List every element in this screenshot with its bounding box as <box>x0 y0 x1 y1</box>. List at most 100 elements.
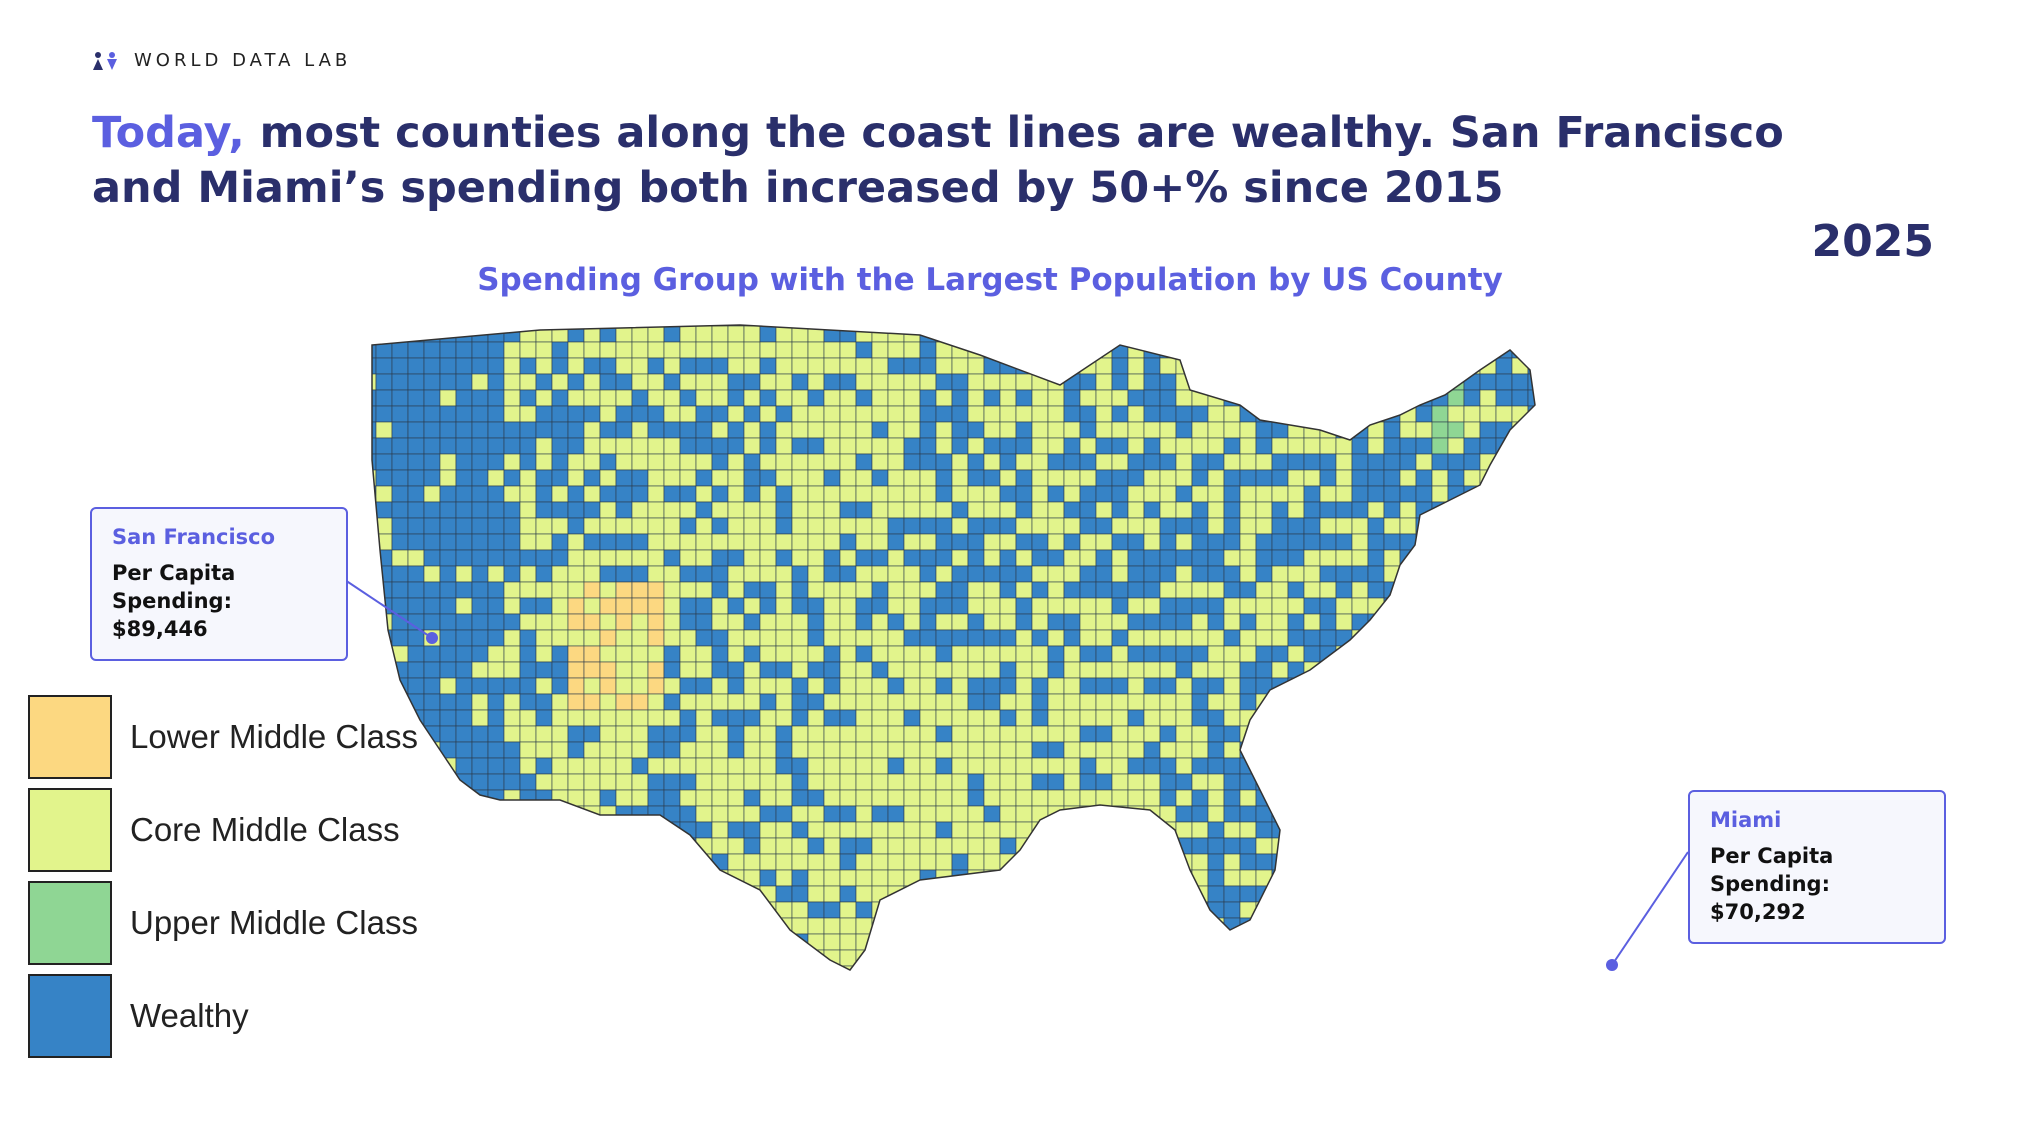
county-cell <box>1159 789 1177 807</box>
county-cell <box>1287 357 1305 375</box>
county-cell <box>1527 661 1535 679</box>
county-cell <box>471 901 489 919</box>
county-cell <box>455 709 473 727</box>
county-cell <box>567 629 585 647</box>
county-cell <box>1383 453 1401 471</box>
county-cell <box>1031 789 1049 807</box>
county-cell <box>631 501 649 519</box>
county-cell <box>967 501 985 519</box>
county-cell <box>599 565 617 583</box>
county-cell <box>743 629 761 647</box>
county-cell <box>583 421 601 439</box>
county-cell <box>1255 501 1273 519</box>
county-cell <box>1495 725 1513 743</box>
county-cell <box>631 629 649 647</box>
county-cell <box>791 757 809 775</box>
county-cell <box>1304 982 1320 998</box>
county-cell <box>455 629 473 647</box>
county-cell <box>375 325 393 343</box>
county-cell <box>695 949 713 967</box>
county-cell <box>1191 629 1209 647</box>
county-cell <box>1063 949 1081 967</box>
county-cell <box>1127 325 1145 343</box>
county-cell <box>983 677 1001 695</box>
county-cell <box>1255 885 1273 903</box>
county-cell <box>1383 949 1401 967</box>
county-cell <box>1159 565 1177 583</box>
county-cell <box>1511 773 1529 791</box>
county-cell <box>407 453 425 471</box>
county-cell <box>1191 837 1209 855</box>
county-cell <box>1015 325 1033 327</box>
county-cell <box>1415 821 1433 839</box>
county-cell <box>855 629 873 647</box>
county-cell <box>791 885 809 903</box>
county-cell <box>583 517 601 535</box>
county-cell <box>1367 965 1385 970</box>
county-cell <box>487 725 505 743</box>
county-cell <box>983 933 1001 951</box>
county-cell <box>727 469 745 487</box>
county-cell <box>839 373 857 391</box>
county-cell <box>1095 437 1113 455</box>
county-cell <box>1367 869 1385 887</box>
county-cell <box>1143 373 1161 391</box>
county-cell <box>1415 421 1433 439</box>
county-cell <box>599 437 617 455</box>
county-cell <box>519 437 537 455</box>
county-cell <box>535 341 553 359</box>
county-cell <box>567 757 585 775</box>
county-cell <box>855 693 873 711</box>
county-cell <box>711 357 729 375</box>
county-cell <box>839 549 857 567</box>
county-cell <box>1207 325 1225 327</box>
county-cell <box>967 469 985 487</box>
county-cell <box>503 357 521 375</box>
county-cell <box>599 629 617 647</box>
county-cell <box>791 917 809 935</box>
county-cell <box>823 549 841 567</box>
county-cell <box>823 677 841 695</box>
county-cell <box>519 629 537 647</box>
county-cell <box>935 709 953 727</box>
county-cell <box>984 998 1000 1014</box>
county-cell <box>1511 469 1529 487</box>
county-cell <box>903 485 921 503</box>
county-cell <box>919 885 937 903</box>
county-cell <box>951 421 969 439</box>
county-cell <box>887 901 905 919</box>
county-cell <box>823 789 841 807</box>
county-cell <box>599 693 617 711</box>
county-cell <box>1255 837 1273 855</box>
county-cell <box>599 821 617 839</box>
county-cell <box>1495 837 1513 855</box>
callout-city: Miami <box>1710 808 1782 832</box>
county-cell <box>663 389 681 407</box>
county-cell <box>759 565 777 583</box>
county-cell <box>503 949 521 967</box>
county-cell <box>1159 325 1177 327</box>
county-cell <box>1223 405 1241 423</box>
county-cell <box>983 629 1001 647</box>
county-cell <box>1351 629 1369 647</box>
county-cell <box>1191 565 1209 583</box>
county-cell <box>1079 709 1097 727</box>
county-cell <box>471 949 489 967</box>
county-cell <box>1191 613 1209 631</box>
county-cell <box>567 661 585 679</box>
county-cell <box>1095 405 1113 423</box>
county-cell <box>1287 453 1305 471</box>
county-cell <box>983 725 1001 743</box>
county-cell <box>1239 437 1257 455</box>
county-cell <box>1271 341 1289 359</box>
county-cell <box>1415 901 1433 919</box>
county-cell <box>391 533 409 551</box>
county-cell <box>1111 773 1129 791</box>
county-cell <box>1127 421 1145 439</box>
county-cell <box>1463 597 1481 615</box>
county-cell <box>583 485 601 503</box>
county-cell <box>999 693 1017 711</box>
county-cell <box>1447 821 1465 839</box>
county-cell <box>839 709 857 727</box>
county-cell <box>743 341 761 359</box>
